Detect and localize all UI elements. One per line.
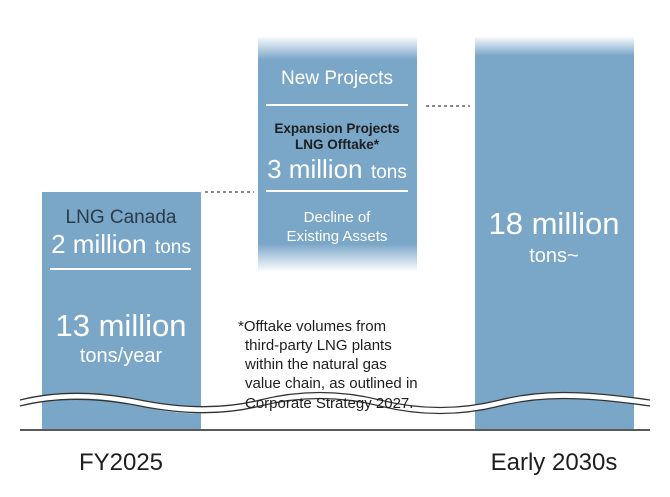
category-label-early-2030s: Early 2030s bbox=[491, 449, 618, 476]
footnote-line-5: Corporate Strategy 2027. bbox=[245, 395, 413, 412]
decline-label-1: Decline of bbox=[304, 209, 372, 226]
lng-canada-amount: 2 million tons bbox=[51, 229, 191, 259]
category-label-fy2025: FY2025 bbox=[79, 449, 163, 476]
new-projects-title: New Projects bbox=[281, 68, 393, 89]
axis-break bbox=[19, 391, 651, 415]
bar-early-2030s bbox=[475, 36, 634, 429]
expansion-projects-label: Expansion Projects bbox=[274, 121, 399, 136]
footnote-line-4: value chain, as outlined in bbox=[245, 375, 418, 392]
lng-canada-label: LNG Canada bbox=[66, 207, 177, 228]
early-2030s-total: 18 million bbox=[489, 206, 620, 241]
early-2030s-total-unit: tons~ bbox=[529, 245, 578, 267]
footnote: *Offtake volumes from third-party LNG pl… bbox=[238, 318, 418, 412]
footnote-line-1: *Offtake volumes from bbox=[238, 318, 386, 335]
bar-fy2025 bbox=[42, 192, 201, 429]
footnote-line-3: within the natural gas bbox=[244, 356, 387, 373]
bar-new-projects bbox=[258, 36, 417, 272]
decline-label-2: Existing Assets bbox=[287, 228, 388, 245]
lng-offtake-label: LNG Offtake* bbox=[295, 137, 380, 152]
fy2025-total-unit: tons/year bbox=[80, 345, 163, 367]
footnote-line-2: third-party LNG plants bbox=[245, 337, 392, 354]
fy2025-total: 13 million bbox=[56, 308, 187, 343]
new-projects-amount: 3 million tons bbox=[267, 154, 407, 184]
